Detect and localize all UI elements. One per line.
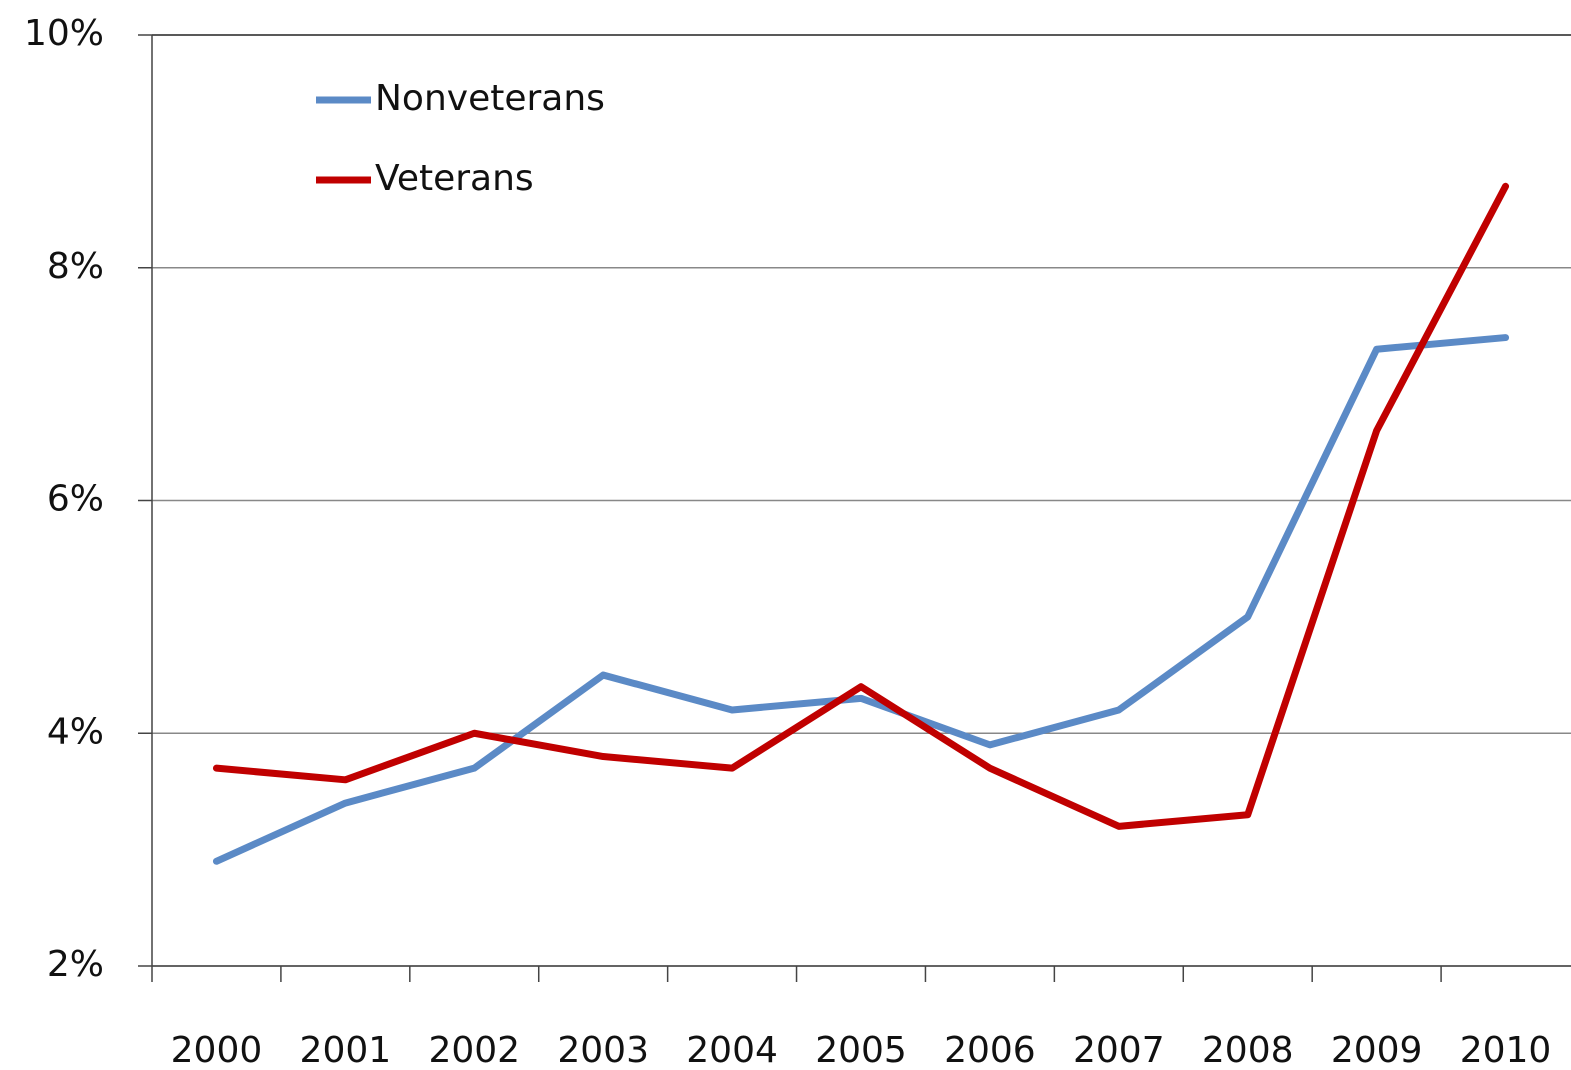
x-tick-label: 2006 <box>944 1030 1036 1070</box>
series-line <box>212 334 1510 865</box>
x-tick-label: 2005 <box>815 1030 907 1070</box>
x-tick-label: 2000 <box>171 1030 263 1070</box>
x-tick-label: 2009 <box>1331 1030 1423 1070</box>
x-tick-label: 2003 <box>557 1030 649 1070</box>
y-tick-label: 6% <box>47 479 104 520</box>
series-line <box>212 182 1510 830</box>
y-tick-label: 10% <box>24 13 104 54</box>
y-tick-label: 4% <box>47 711 104 752</box>
x-tick-label: 2002 <box>428 1030 520 1070</box>
x-tick-label: 2004 <box>686 1030 778 1070</box>
legend-label: Nonveterans <box>375 78 605 119</box>
x-tick-label: 2010 <box>1460 1030 1552 1070</box>
legend-label: Veterans <box>375 158 534 199</box>
y-tick-label: 8% <box>47 246 104 287</box>
y-tick-label: 2% <box>47 944 104 985</box>
x-tick-label: 2007 <box>1073 1030 1165 1070</box>
x-tick-label: 2008 <box>1202 1030 1294 1070</box>
x-tick-label: 2001 <box>300 1030 392 1070</box>
